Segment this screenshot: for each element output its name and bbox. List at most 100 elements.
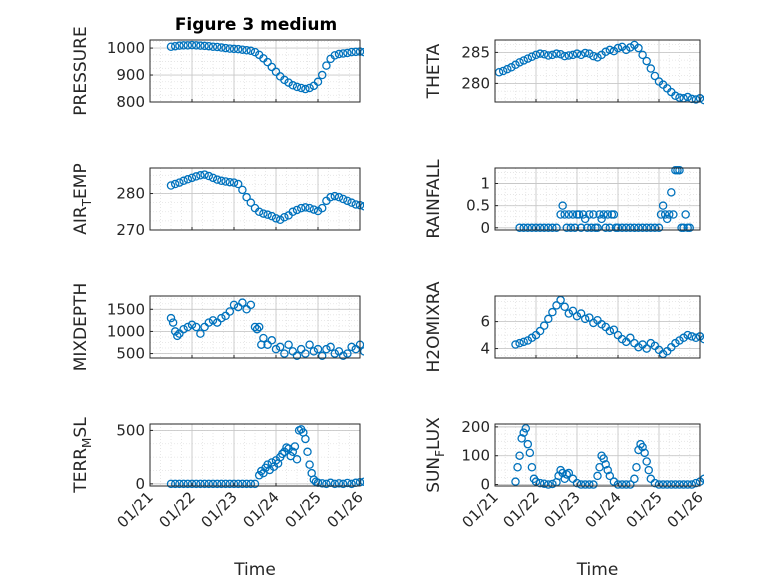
data-point xyxy=(640,448,649,458)
data-series xyxy=(166,40,364,94)
data-point xyxy=(303,447,312,457)
data-point xyxy=(330,479,340,489)
data-point xyxy=(511,477,520,486)
data-point xyxy=(621,45,631,55)
data-point xyxy=(634,43,643,53)
data-point xyxy=(225,177,235,187)
data-point xyxy=(259,333,268,343)
data-point xyxy=(238,479,247,489)
data-point xyxy=(558,468,567,478)
data-point xyxy=(683,92,692,102)
data-point xyxy=(525,448,535,458)
axes-box xyxy=(494,423,701,487)
data-point xyxy=(221,177,230,186)
data-point xyxy=(632,463,641,472)
data-point xyxy=(552,301,561,310)
data-point xyxy=(531,50,541,60)
data-point xyxy=(638,223,647,233)
data-point xyxy=(644,465,654,475)
data-point xyxy=(301,203,310,212)
data-point xyxy=(334,49,344,59)
data-point xyxy=(196,479,205,489)
axes-box xyxy=(149,423,361,487)
data-point xyxy=(170,41,180,51)
data-point xyxy=(204,318,214,327)
data-point xyxy=(229,178,239,187)
data-point xyxy=(288,347,298,356)
data-point xyxy=(196,329,205,338)
data-point xyxy=(601,47,610,57)
data-point xyxy=(217,313,226,323)
data-point xyxy=(519,223,528,233)
y-tick-label: 6 xyxy=(480,313,490,331)
data-point xyxy=(359,477,364,486)
data-point xyxy=(183,322,193,332)
data-point xyxy=(560,210,569,219)
y-axis-label-suffix: LUX xyxy=(424,417,444,450)
data-point xyxy=(246,479,256,489)
data-point xyxy=(527,52,537,61)
data-point xyxy=(507,63,516,72)
data-point xyxy=(560,51,569,61)
data-point xyxy=(523,439,533,449)
data-point xyxy=(305,460,314,469)
data-point xyxy=(271,214,281,223)
data-point xyxy=(229,44,239,54)
data-point xyxy=(519,428,528,437)
data-point xyxy=(267,336,277,345)
y-axis-label-suffix: EMP xyxy=(71,163,91,199)
data-point xyxy=(278,449,287,459)
figure-title: Figure 3 medium xyxy=(175,15,337,35)
data-point xyxy=(662,480,672,489)
axes-box xyxy=(494,39,701,103)
data-point xyxy=(642,344,651,353)
data-point xyxy=(238,298,247,307)
data-point xyxy=(343,478,352,488)
data-point xyxy=(313,344,323,354)
data-point xyxy=(301,434,310,444)
data-point xyxy=(601,223,610,233)
data-point xyxy=(305,203,314,213)
data-point xyxy=(242,45,251,55)
data-point xyxy=(221,311,230,321)
data-point xyxy=(233,479,243,489)
data-point xyxy=(671,91,680,101)
data-point xyxy=(170,179,180,189)
data-point xyxy=(246,198,256,207)
y-axis-label: PRESSURE xyxy=(71,26,91,115)
data-point xyxy=(200,41,209,51)
data-point xyxy=(242,479,251,489)
data-point xyxy=(179,41,188,50)
y-tick-label: 0 xyxy=(135,475,145,493)
data-point xyxy=(271,344,281,354)
data-point xyxy=(191,322,201,332)
data-point xyxy=(539,479,549,488)
data-point xyxy=(175,41,184,50)
data-point xyxy=(626,333,635,343)
data-point xyxy=(572,49,582,58)
data-point xyxy=(233,179,243,189)
data-point xyxy=(568,50,578,60)
data-point xyxy=(334,479,344,488)
data-point xyxy=(317,351,327,361)
data-point xyxy=(246,300,256,310)
data-point xyxy=(517,434,526,443)
data-point xyxy=(650,71,660,81)
data-point xyxy=(292,82,302,92)
data-point xyxy=(681,210,690,219)
data-point xyxy=(212,175,222,184)
data-point xyxy=(535,326,545,336)
x-axis-label: Time xyxy=(576,560,619,580)
data-point xyxy=(351,200,361,209)
data-point xyxy=(548,307,557,317)
data-point xyxy=(556,210,565,219)
data-point xyxy=(263,340,272,349)
data-point xyxy=(330,349,340,358)
axes-box xyxy=(494,167,701,231)
data-point xyxy=(200,479,209,489)
data-point xyxy=(347,342,356,352)
x-axis-label: Time xyxy=(233,560,276,580)
data-point xyxy=(585,49,594,58)
data-point xyxy=(613,43,623,53)
